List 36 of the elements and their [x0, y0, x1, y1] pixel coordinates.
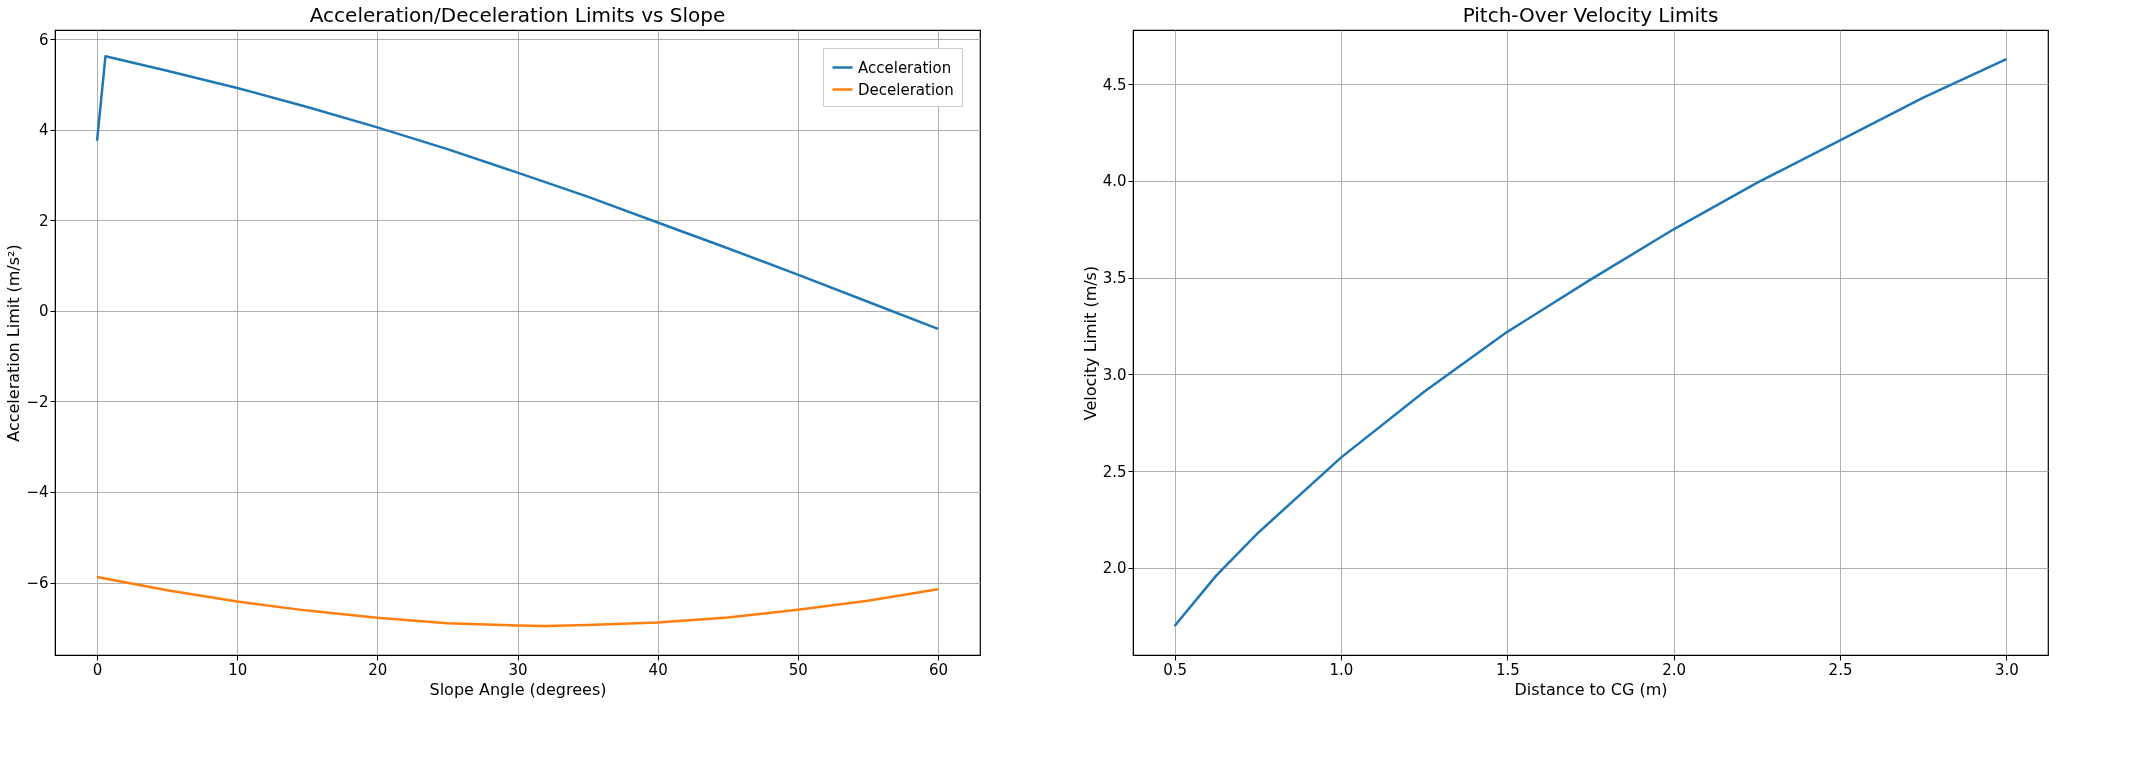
x-tick-label: 2.5 — [1828, 660, 1853, 679]
x-tick-label: 10 — [228, 660, 248, 679]
chart-title: Acceleration/Deceleration Limits vs Slope — [309, 3, 726, 27]
chart-title: Pitch-Over Velocity Limits — [1462, 3, 1719, 27]
y-tick-label: −4 — [26, 483, 49, 502]
y-tick-label: 2 — [38, 211, 49, 230]
y-axis-title: Velocity Limit (m/s) — [1080, 265, 1100, 421]
y-tick-label: 4.5 — [1102, 75, 1127, 94]
x-axis-title: Slope Angle (degrees) — [429, 679, 607, 699]
y-tick-label: 3.0 — [1102, 365, 1127, 384]
y-tick-label: −2 — [26, 392, 49, 411]
x-tick-label: 40 — [648, 660, 668, 679]
x-tick-label: 50 — [788, 660, 808, 679]
x-tick-label: 30 — [508, 660, 528, 679]
x-tick-label: 1.5 — [1495, 660, 1520, 679]
y-tick-label: 6 — [38, 30, 49, 49]
y-tick-label: 3.5 — [1102, 269, 1127, 288]
x-axis-title: Distance to CG (m) — [1514, 679, 1668, 699]
x-tick-label: 20 — [368, 660, 388, 679]
x-tick-label: 60 — [928, 660, 948, 679]
x-tick-label: 0 — [92, 660, 103, 679]
x-tick-label: 0.5 — [1163, 660, 1188, 679]
y-tick-label: 0 — [38, 302, 49, 321]
line-series — [95, 575, 940, 628]
y-tick-label: 4 — [38, 121, 49, 140]
x-tick-label: 2.0 — [1662, 660, 1687, 679]
legend-label: Deceleration — [858, 80, 954, 99]
y-tick-label: 2.5 — [1102, 462, 1127, 481]
y-axis-title: Acceleration Limit (m/s²) — [4, 244, 24, 442]
y-tick-label: 2.0 — [1102, 559, 1127, 578]
y-tick-label: 4.0 — [1102, 172, 1127, 191]
x-tick-label: 3.0 — [1994, 660, 2019, 679]
line-series — [1173, 57, 2008, 628]
legend-label: Acceleration — [858, 58, 952, 77]
x-tick-label: 1.0 — [1329, 660, 1354, 679]
y-tick-label: −6 — [26, 574, 49, 593]
